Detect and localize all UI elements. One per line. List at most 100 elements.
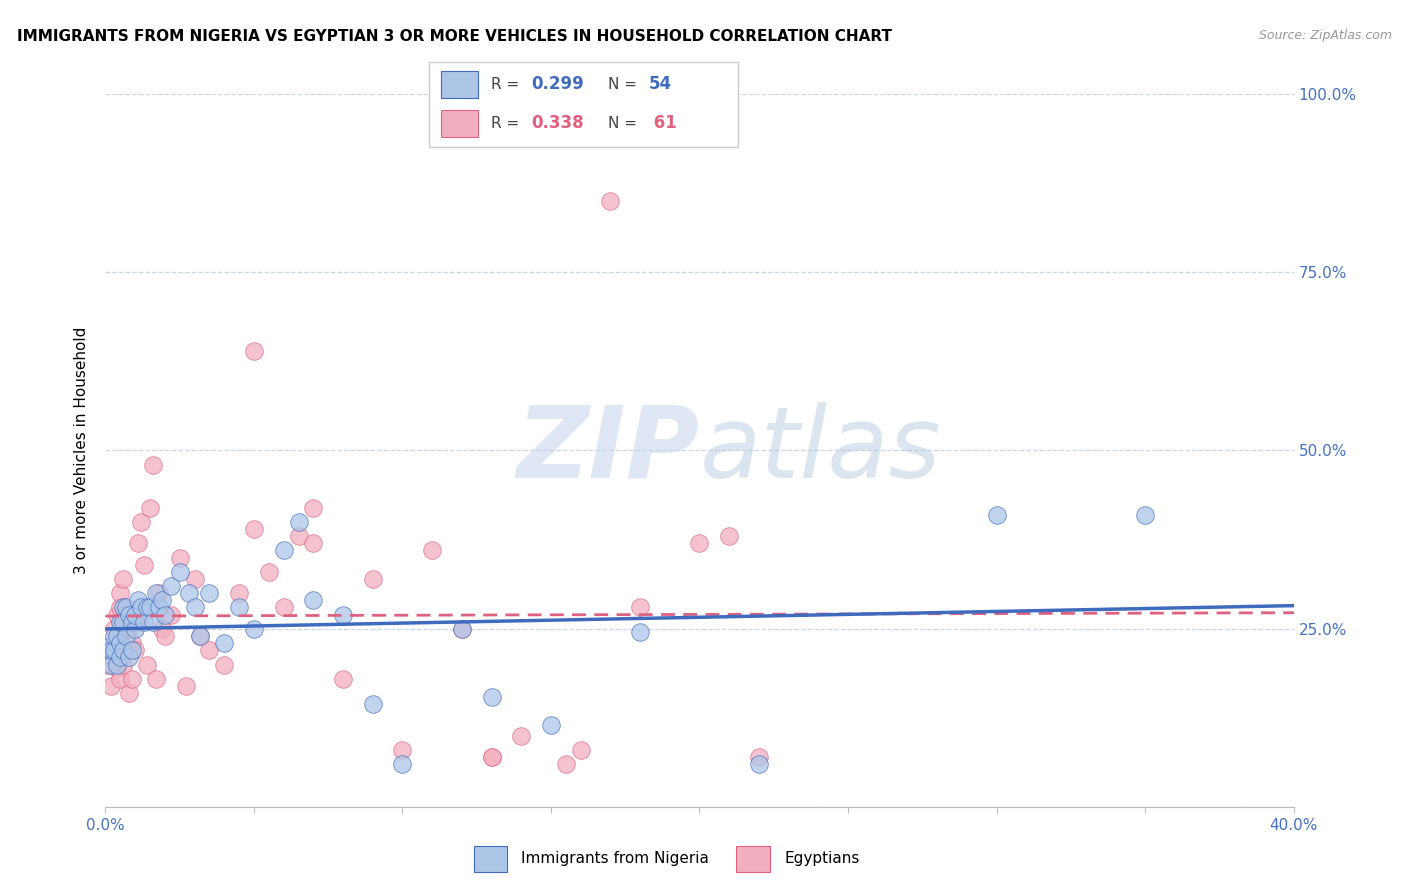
Point [190, 629, 212, 643]
Text: R =: R = [491, 116, 524, 131]
Text: Egyptians: Egyptians [785, 852, 859, 866]
Point [121, 636, 143, 650]
Point [110, 636, 132, 650]
Point [132, 558, 155, 572]
Point [183, 572, 205, 586]
Point [115, 600, 138, 615]
Point [118, 622, 141, 636]
Point [110, 600, 132, 615]
Point [121, 672, 143, 686]
Point [103, 629, 125, 643]
Text: Source: ZipAtlas.com: Source: ZipAtlas.com [1258, 29, 1392, 42]
Point [481, 750, 503, 764]
Point [391, 757, 413, 772]
Point [115, 607, 138, 622]
Point [139, 600, 162, 615]
Point [510, 729, 533, 743]
Point [153, 607, 176, 622]
Point [118, 607, 141, 622]
Point [129, 515, 152, 529]
Text: 0.299: 0.299 [531, 76, 583, 94]
Point [159, 579, 181, 593]
Point [628, 600, 651, 615]
Point [148, 600, 170, 615]
Point [273, 543, 295, 558]
Point [100, 643, 122, 657]
Point [986, 508, 1008, 522]
Point [361, 572, 384, 586]
Point [420, 543, 443, 558]
Point [129, 600, 152, 615]
Point [153, 629, 176, 643]
Point [243, 522, 266, 536]
Point [97, 640, 120, 654]
Point [118, 686, 141, 700]
Point [150, 593, 173, 607]
Point [132, 615, 155, 629]
Point [127, 536, 149, 550]
Point [332, 607, 354, 622]
Point [115, 643, 138, 657]
Text: Immigrants from Nigeria: Immigrants from Nigeria [522, 852, 709, 866]
Text: N =: N = [609, 77, 643, 92]
Point [124, 607, 146, 622]
Point [689, 536, 711, 550]
Point [361, 697, 384, 711]
Point [142, 458, 165, 472]
Bar [737, 846, 770, 872]
Point [110, 615, 132, 629]
Point [150, 622, 173, 636]
Point [112, 615, 135, 629]
Point [169, 550, 191, 565]
Point [214, 657, 236, 672]
Point [121, 615, 143, 629]
Point [136, 600, 159, 615]
Point [228, 600, 250, 615]
Point [100, 657, 122, 672]
Point [105, 661, 128, 675]
Point [169, 565, 191, 579]
Point [273, 600, 295, 615]
Point [105, 629, 128, 643]
Point [103, 650, 125, 665]
Point [124, 643, 146, 657]
Bar [441, 71, 478, 98]
Point [718, 529, 741, 543]
Point [110, 586, 132, 600]
Point [748, 757, 770, 772]
Point [118, 650, 141, 665]
Point [103, 643, 125, 657]
Point [127, 593, 149, 607]
Point [177, 586, 200, 600]
Point [103, 622, 125, 636]
Text: atlas: atlas [700, 402, 941, 499]
Point [450, 622, 472, 636]
Text: 54: 54 [648, 76, 672, 94]
Point [124, 622, 146, 636]
Point [569, 743, 592, 757]
Point [112, 657, 135, 672]
Point [391, 743, 413, 757]
Point [97, 657, 120, 672]
Text: 0.338: 0.338 [531, 114, 583, 132]
Point [121, 643, 143, 657]
Point [97, 647, 120, 661]
Text: ZIP: ZIP [516, 402, 700, 499]
Point [540, 718, 562, 732]
Point [105, 607, 128, 622]
FancyBboxPatch shape [429, 62, 738, 147]
Point [214, 636, 236, 650]
Point [287, 515, 309, 529]
Point [243, 343, 266, 358]
Point [198, 643, 221, 657]
Point [110, 650, 132, 665]
Point [159, 607, 181, 622]
Point [198, 586, 221, 600]
Point [190, 629, 212, 643]
Y-axis label: 3 or more Vehicles in Household: 3 or more Vehicles in Household [75, 326, 90, 574]
Point [450, 622, 472, 636]
Point [228, 586, 250, 600]
Point [183, 600, 205, 615]
Point [1133, 508, 1156, 522]
Point [174, 679, 197, 693]
